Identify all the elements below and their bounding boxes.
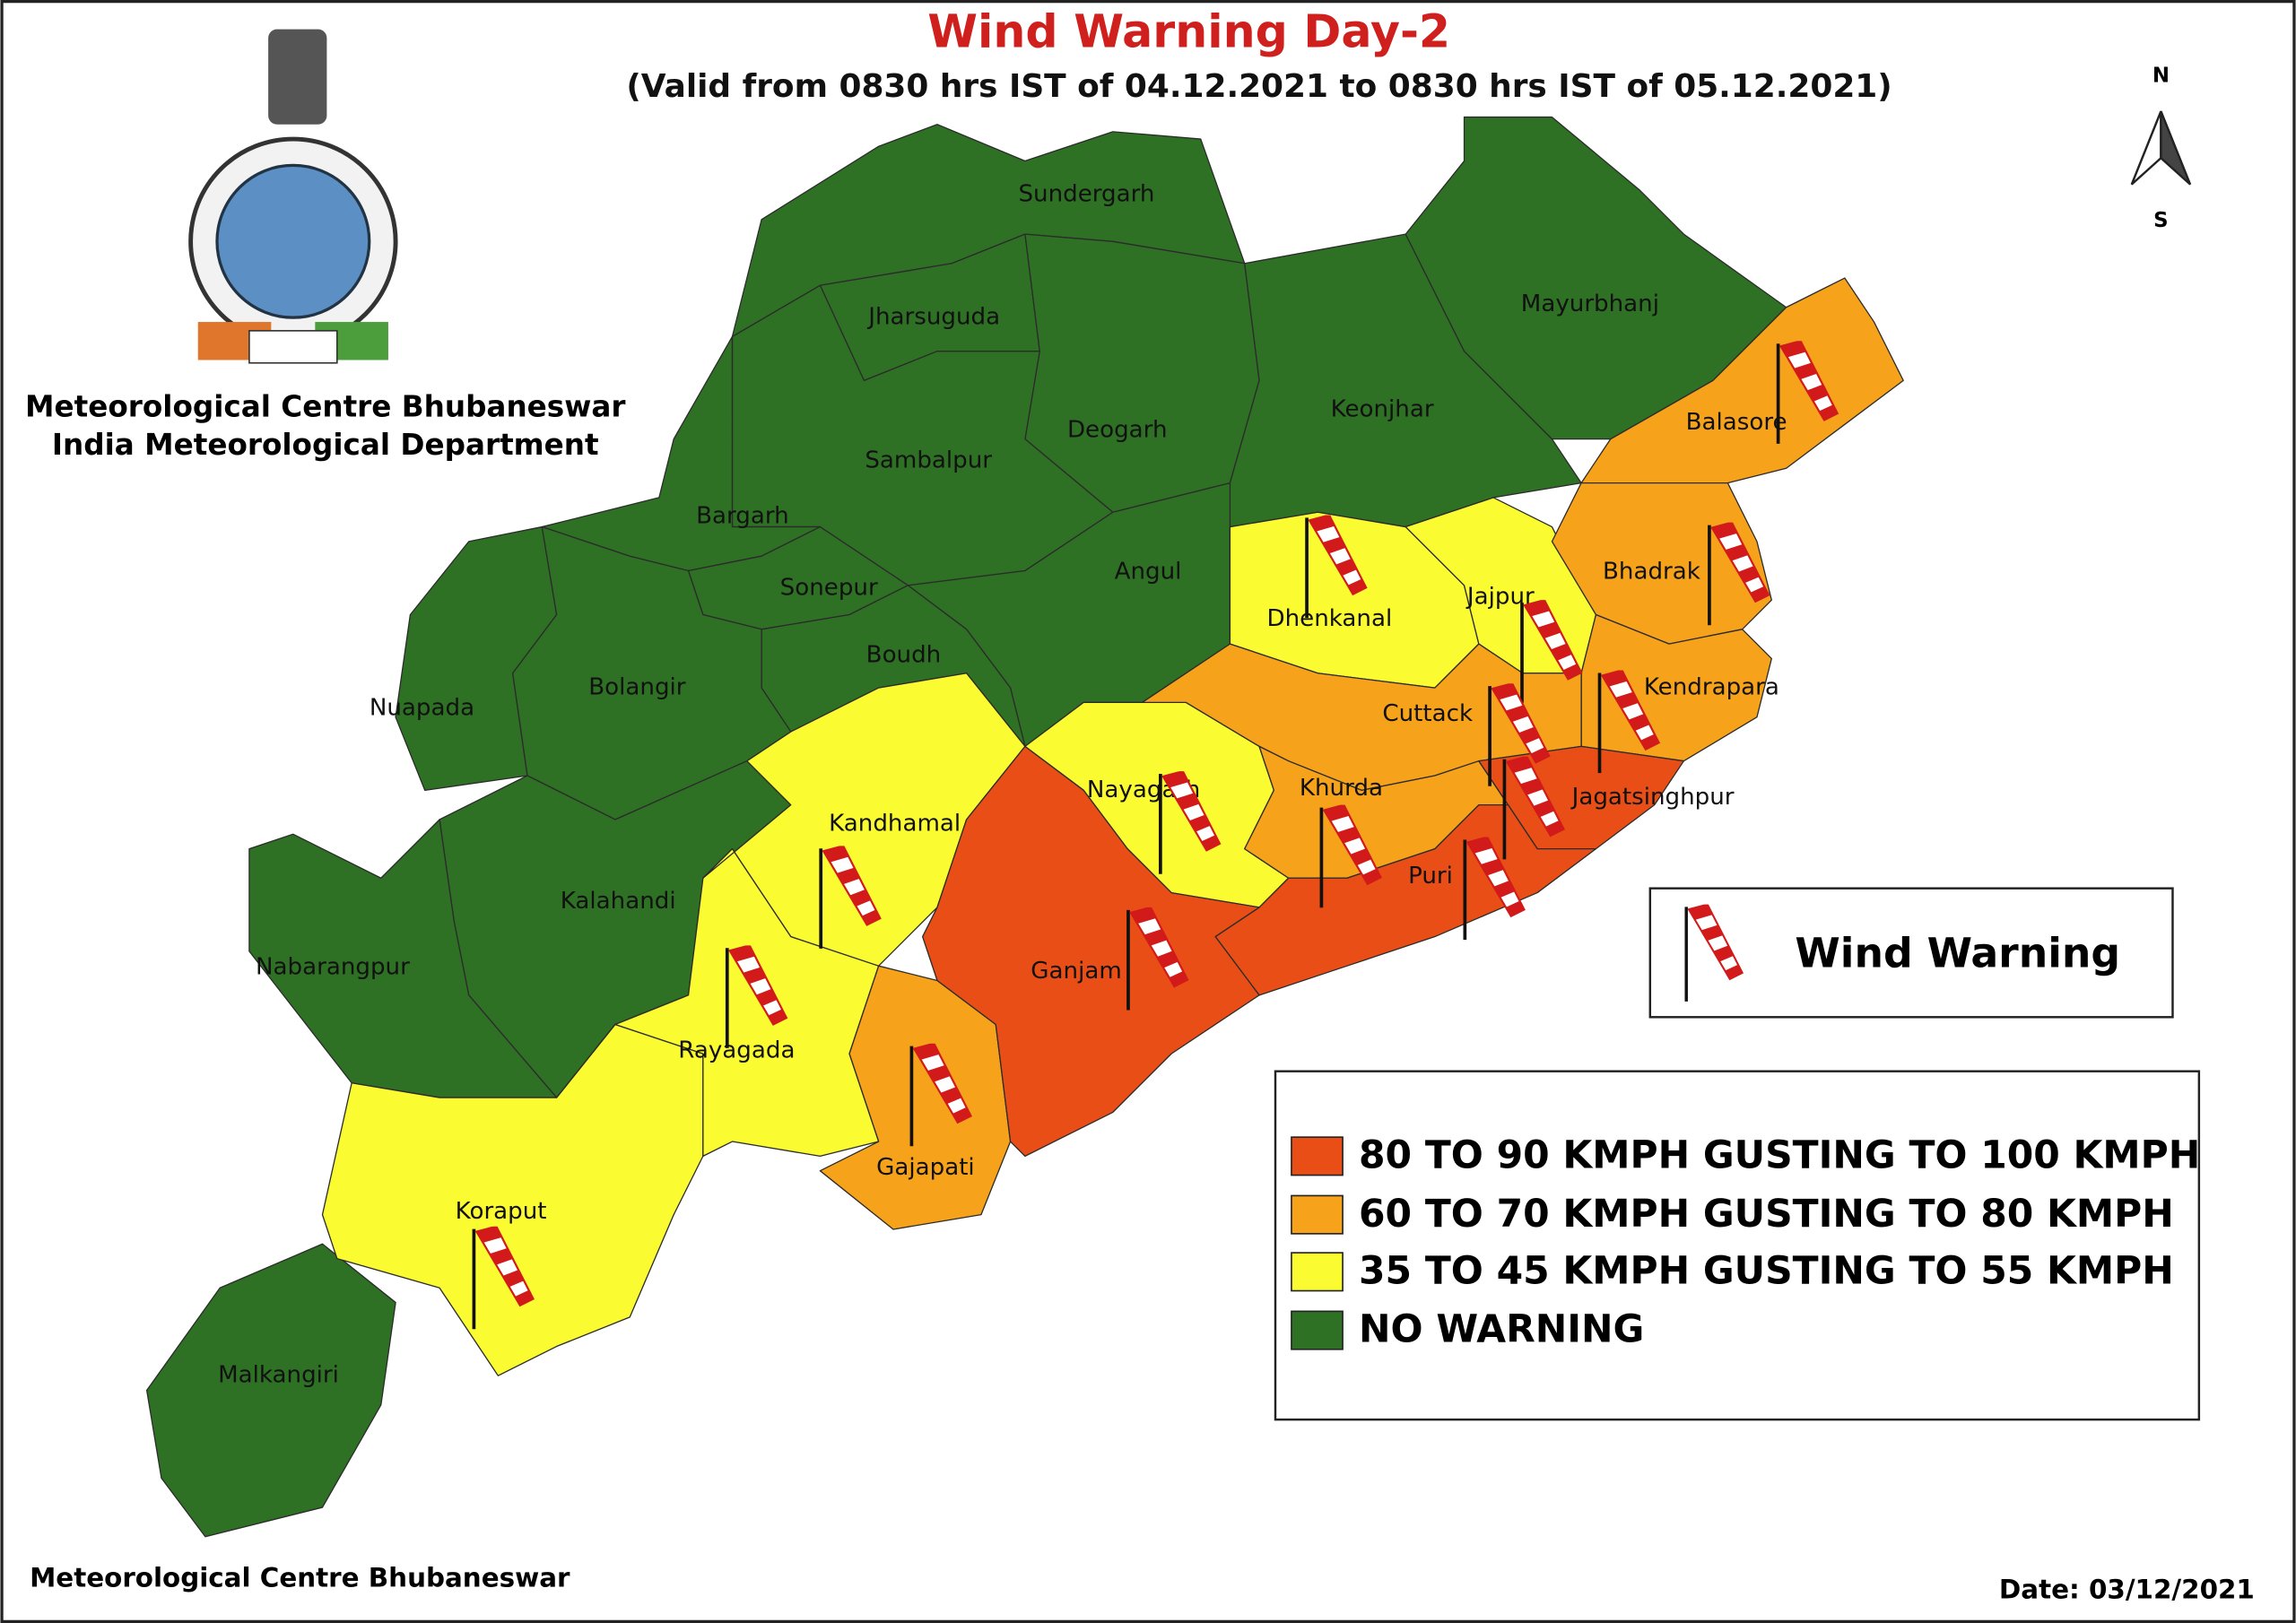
district [922,745,1260,1158]
district-label: Bolangir [588,674,686,701]
legend-label: 80 TO 90 KMPH GUSTING TO 100 KMPH [1359,1133,2200,1177]
district-label: Balasore [1686,409,1787,436]
district-label: Gajapati [876,1154,975,1181]
district-label: Nabarangpur [256,953,410,980]
district-label: Mayurbhanj [1521,291,1659,317]
district-label: Nuapada [370,694,474,721]
icon-legend-label: Wind Warning [1795,929,2120,976]
district [1405,116,1787,440]
district-label: Kandhamal [829,810,961,837]
district-label: Deogarh [1067,416,1168,443]
district-label: Jagatsinghpur [1570,784,1735,811]
district-label: Rayagada [678,1037,795,1063]
compass: N S [2130,64,2192,232]
district-label: Puri [1408,863,1453,890]
district-label: Jharsuguda [866,304,1000,331]
district [248,819,558,1098]
subtitle: (Valid from 0830 hrs IST of 04.12.2021 t… [626,68,1892,105]
compass-north: N [2152,64,2170,87]
imd-logo [188,29,398,364]
district-label: Bhadrak [1603,559,1701,586]
district-layer [145,116,1904,1538]
legend: 80 TO 90 KMPH GUSTING TO 100 KMPH 60 TO … [1274,1070,2200,1421]
district [145,1243,396,1538]
district-label: Keonjhar [1331,395,1434,422]
legend-swatch [1291,1252,1344,1292]
footer-org: Meteorological Centre Bhubaneswar [30,1563,570,1593]
district-label: Sundergarh [1018,181,1154,208]
compass-south: S [2153,209,2168,232]
district-label: Cuttack [1382,700,1474,727]
district-label: Bargarh [696,503,789,530]
legend-swatch [1291,1310,1344,1350]
district-label: Sambalpur [865,447,992,474]
icon-legend: Wind Warning [1648,887,2174,1019]
legend-swatch [1291,1136,1344,1176]
district-label: Malkangiri [218,1362,339,1389]
district-labels: Sundergarh Jharsuguda Deogarh Sambalpur Keon… [218,181,1787,1389]
district-label: Dhenkanal [1267,605,1393,632]
district-label: Ganjam [1031,958,1121,985]
district-label: Sonepur [780,575,878,602]
district-label: Kalahandi [561,888,676,915]
district-label: Kendrapara [1644,674,1779,701]
org-name: Meteorological Centre Bhubaneswar [25,389,625,423]
footer-date: Date: 03/12/2021 [1999,1575,2255,1605]
district-label: Boudh [866,642,942,669]
legend-label: 60 TO 70 KMPH GUSTING TO 80 KMPH [1359,1193,2174,1237]
org-department: India Meteorological Department [52,428,599,462]
title: Wind Warning Day-2 [927,5,1450,58]
legend-label: NO WARNING [1359,1308,1644,1352]
legend-swatch [1291,1194,1344,1235]
district-label: Koraput [456,1198,547,1225]
legend-label: 35 TO 45 KMPH GUSTING TO 55 KMPH [1359,1249,2174,1293]
district-label: Khurda [1300,775,1383,802]
district-label: Angul [1115,559,1182,586]
